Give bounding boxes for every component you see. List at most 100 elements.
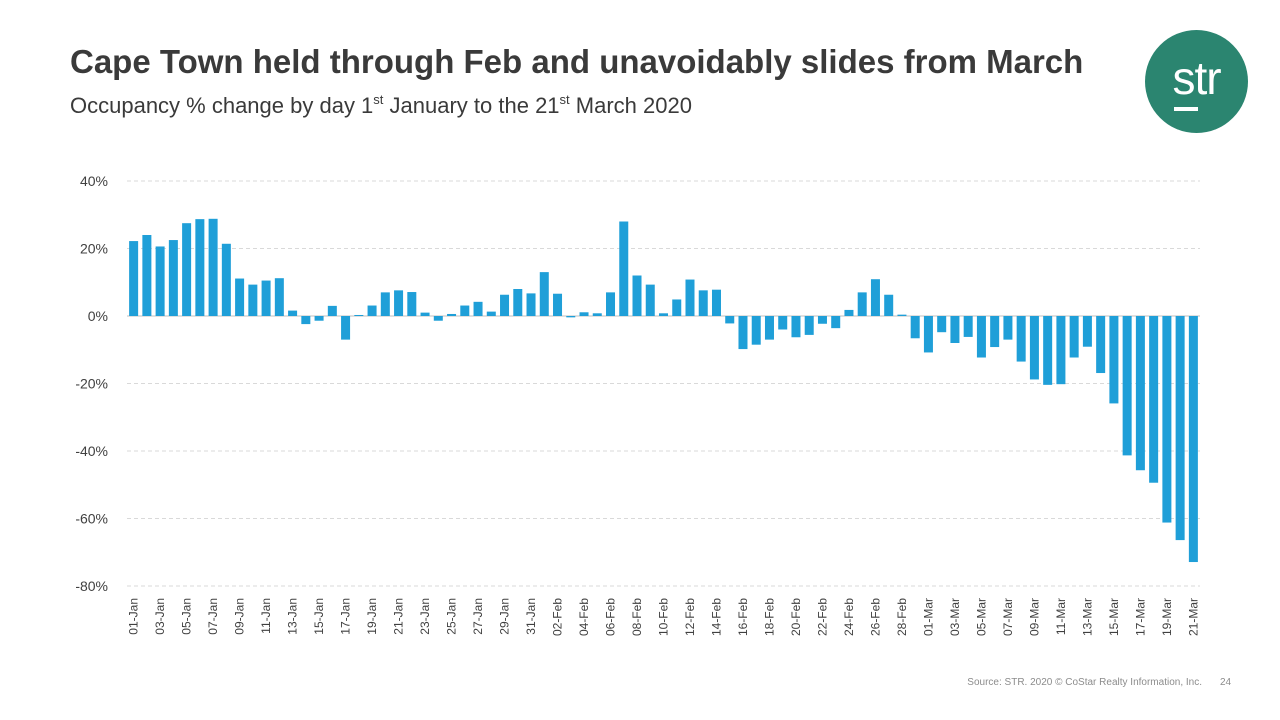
bar-08-Mar bbox=[1016, 316, 1026, 362]
bar-17-Mar bbox=[1135, 316, 1145, 471]
x-tick-label: 13-Mar bbox=[1080, 598, 1094, 636]
bar-02-Feb bbox=[553, 293, 563, 316]
bar-28-Feb bbox=[897, 314, 907, 316]
bar-26-Jan bbox=[460, 305, 470, 316]
bar-03-Jan bbox=[155, 246, 165, 316]
x-tick-label: 21-Jan bbox=[392, 598, 406, 635]
x-tick-label: 05-Mar bbox=[974, 598, 988, 636]
y-tick-label: -20% bbox=[75, 376, 108, 392]
str-logo: str bbox=[1145, 30, 1248, 133]
bar-08-Jan bbox=[221, 243, 231, 316]
bar-31-Jan bbox=[526, 293, 536, 316]
x-tick-label: 24-Feb bbox=[842, 598, 856, 636]
bar-17-Jan bbox=[341, 316, 351, 340]
bar-09-Jan bbox=[235, 278, 245, 316]
y-tick-label: -40% bbox=[75, 443, 108, 459]
bar-15-Feb bbox=[725, 316, 735, 324]
x-tick-label: 20-Feb bbox=[789, 598, 803, 636]
subtitle-part-1: Occupancy % change by day 1 bbox=[70, 93, 374, 118]
x-tick-label: 08-Feb bbox=[630, 598, 644, 636]
bar-14-Jan bbox=[301, 316, 311, 325]
subtitle-part-2: January to the 21 bbox=[383, 93, 560, 118]
x-axis-tick-labels: 01-Jan 03-Jan 05-Jan 07-Jan 09-Jan 11-Jan 13-J… bbox=[127, 598, 1201, 636]
bar-21-Jan bbox=[394, 290, 404, 316]
x-tick-label: 07-Jan bbox=[206, 598, 220, 635]
bar-25-Jan bbox=[447, 313, 457, 316]
bar-21-Mar bbox=[1188, 316, 1198, 563]
x-tick-label: 09-Jan bbox=[233, 598, 247, 635]
x-tick-label: 26-Feb bbox=[868, 598, 882, 636]
bar-11-Jan bbox=[261, 280, 271, 316]
x-tick-label: 10-Feb bbox=[657, 598, 671, 636]
bar-20-Jan bbox=[380, 292, 390, 316]
x-tick-label: 19-Mar bbox=[1160, 598, 1174, 636]
bar-04-Mar bbox=[963, 316, 973, 337]
bar-08-Feb bbox=[632, 275, 642, 316]
x-tick-label: 25-Jan bbox=[445, 598, 459, 635]
bar-11-Mar bbox=[1056, 316, 1066, 385]
bar-18-Mar bbox=[1149, 316, 1159, 483]
bar-21-Feb bbox=[804, 316, 814, 335]
bar-23-Jan bbox=[420, 312, 430, 316]
bar-09-Mar bbox=[1029, 316, 1039, 380]
bar-24-Jan bbox=[433, 316, 443, 321]
y-tick-label: -60% bbox=[75, 511, 108, 527]
bar-01-Mar bbox=[923, 316, 933, 353]
bar-16-Mar bbox=[1122, 316, 1132, 456]
y-tick-label: 20% bbox=[80, 241, 108, 257]
x-tick-label: 04-Feb bbox=[577, 598, 591, 636]
x-tick-label: 02-Feb bbox=[551, 598, 565, 636]
x-tick-label: 12-Feb bbox=[683, 598, 697, 636]
subtitle-superscript-2: st bbox=[559, 92, 570, 107]
bar-19-Mar bbox=[1162, 316, 1172, 523]
bar-15-Mar bbox=[1109, 316, 1119, 404]
x-tick-label: 01-Mar bbox=[921, 598, 935, 636]
bar-19-Jan bbox=[367, 305, 377, 316]
bar-17-Feb bbox=[751, 316, 761, 345]
bar-19-Feb bbox=[778, 316, 788, 330]
bar-18-Feb bbox=[764, 316, 774, 340]
bar-30-Jan bbox=[513, 289, 523, 316]
y-axis-tick-labels: 40% 20% 0% -20% -40% -60% -80% bbox=[75, 173, 108, 594]
bar-22-Feb bbox=[817, 316, 827, 324]
x-tick-label: 07-Mar bbox=[1001, 598, 1015, 636]
bars bbox=[129, 218, 1198, 563]
bar-10-Jan bbox=[248, 284, 258, 316]
bar-18-Jan bbox=[354, 314, 364, 316]
y-tick-label: 40% bbox=[80, 173, 108, 189]
x-tick-label: 16-Feb bbox=[736, 598, 750, 636]
bar-02-Mar bbox=[937, 316, 947, 333]
bar-14-Mar bbox=[1096, 316, 1106, 374]
bar-27-Jan bbox=[473, 301, 483, 316]
x-tick-label: 11-Mar bbox=[1054, 598, 1068, 635]
bar-05-Feb bbox=[592, 313, 602, 316]
x-tick-label: 17-Jan bbox=[339, 598, 353, 635]
bar-09-Feb bbox=[645, 284, 655, 316]
gridlines bbox=[127, 180, 1200, 587]
x-tick-label: 27-Jan bbox=[471, 598, 485, 635]
bar-10-Mar bbox=[1043, 316, 1053, 385]
bar-24-Feb bbox=[844, 309, 854, 316]
bar-26-Feb bbox=[870, 279, 880, 316]
x-tick-label: 17-Mar bbox=[1133, 598, 1147, 636]
str-logo-text: str bbox=[1172, 51, 1222, 111]
x-tick-label: 18-Feb bbox=[762, 598, 776, 636]
y-tick-label: -80% bbox=[75, 578, 108, 594]
bar-25-Feb bbox=[857, 292, 867, 316]
x-tick-label: 14-Feb bbox=[709, 598, 723, 636]
bar-23-Feb bbox=[831, 316, 841, 329]
x-tick-label: 03-Jan bbox=[153, 598, 167, 635]
bar-12-Jan bbox=[274, 278, 284, 316]
bar-03-Feb bbox=[566, 316, 576, 318]
bar-04-Feb bbox=[579, 312, 589, 316]
bar-13-Feb bbox=[698, 290, 708, 316]
x-tick-label: 15-Jan bbox=[312, 598, 326, 635]
bar-07-Jan bbox=[208, 218, 218, 316]
bar-11-Feb bbox=[672, 299, 682, 316]
x-tick-label: 21-Mar bbox=[1186, 598, 1200, 636]
bar-04-Jan bbox=[168, 240, 178, 316]
bar-13-Jan bbox=[288, 310, 298, 316]
bar-16-Feb bbox=[738, 316, 748, 350]
bar-20-Feb bbox=[791, 316, 801, 338]
